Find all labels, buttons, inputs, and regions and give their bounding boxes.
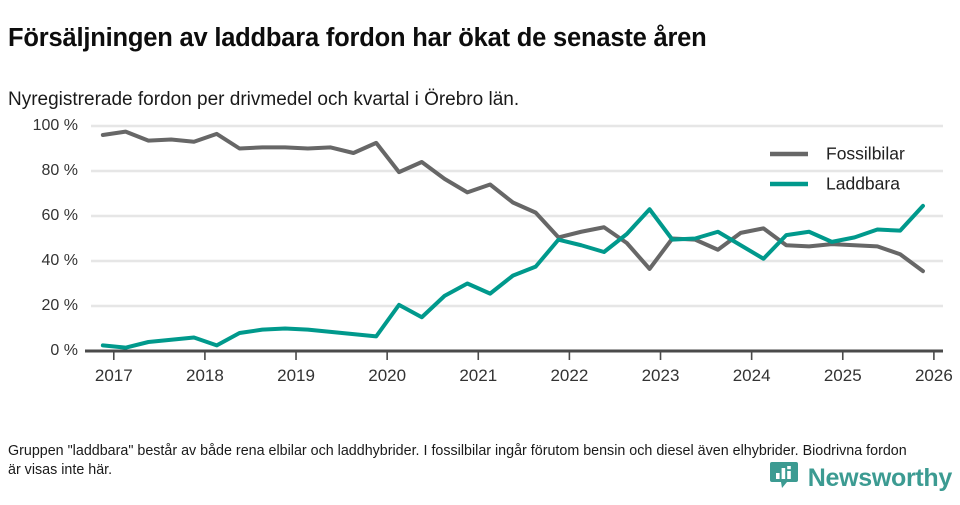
x-axis-labels: 2017 2018 2019 2020 2021 2022 2023 2024 2025 2026 xyxy=(95,366,953,385)
y-axis-tick-label: 80 % xyxy=(42,162,78,179)
newsworthy-logo[interactable]: Newsworthy xyxy=(769,460,952,495)
x-axis-tick-label: 2023 xyxy=(642,366,680,385)
x-axis xyxy=(85,349,943,360)
legend-label[interactable]: Laddbara xyxy=(826,174,900,194)
x-axis-tick-label: 2022 xyxy=(550,366,588,385)
series-line-fossilbilar xyxy=(100,129,925,274)
footnote: Gruppen "laddbara" består av både rena e… xyxy=(8,443,907,479)
grid-lines xyxy=(91,124,943,308)
data-series xyxy=(100,129,925,350)
y-axis-tick-label: 40 % xyxy=(42,252,78,269)
series-line-laddbara xyxy=(100,203,925,350)
chart-legend: Fossilbilar Laddbara xyxy=(770,144,905,194)
legend-label[interactable]: Fossilbilar xyxy=(826,144,905,164)
x-axis-tick-label: 2020 xyxy=(368,366,406,385)
brand-name: Newsworthy xyxy=(807,463,953,492)
y-axis-tick-label: 0 % xyxy=(50,342,78,359)
y-axis-tick-label: 20 % xyxy=(42,297,78,314)
page-title: Försäljningen av laddbara fordon har öka… xyxy=(8,24,707,53)
y-axis-labels: 0 % 20 % 40 % 60 % 80 % 100 % xyxy=(33,117,78,359)
y-axis-tick-label: 100 % xyxy=(33,117,78,134)
page-subtitle: Nyregistrerade fordon per drivmedel och … xyxy=(8,88,520,110)
bar-chart-speech-bubble-icon xyxy=(769,460,799,495)
x-axis-tick-label: 2021 xyxy=(459,366,497,385)
line-chart: 0 % 20 % 40 % 60 % 80 % 100 % 2017 2018 2019 202… xyxy=(0,112,960,387)
x-axis-tick-label: 2017 xyxy=(95,366,133,385)
x-axis-tick-label: 2026 xyxy=(915,366,953,385)
x-axis-tick-label: 2019 xyxy=(277,366,315,385)
x-axis-tick-label: 2024 xyxy=(733,366,771,385)
chart-canvas: 0 % 20 % 40 % 60 % 80 % 100 % 2017 2018 2019 202… xyxy=(33,117,953,385)
x-axis-tick-label: 2025 xyxy=(824,366,862,385)
y-axis-tick-label: 60 % xyxy=(42,207,78,224)
x-axis-tick-label: 2018 xyxy=(186,366,224,385)
